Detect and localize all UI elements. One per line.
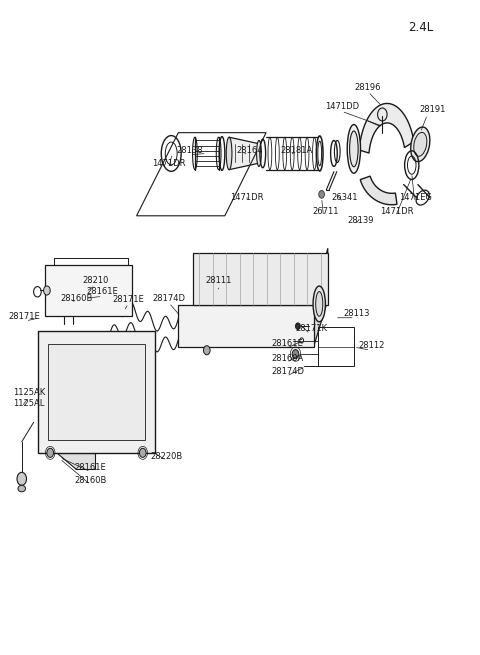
Text: 28171K: 28171K — [295, 324, 327, 333]
Text: 26711: 26711 — [312, 208, 339, 216]
Text: 1471DR: 1471DR — [380, 208, 413, 216]
Circle shape — [139, 448, 146, 457]
Text: 28220B: 28220B — [150, 451, 182, 460]
Ellipse shape — [316, 291, 323, 316]
Bar — [192, 253, 328, 305]
Text: 28171E: 28171E — [113, 295, 144, 304]
Text: 28161E: 28161E — [75, 462, 107, 472]
Text: 28174D: 28174D — [271, 367, 304, 376]
Polygon shape — [229, 137, 259, 170]
Text: 28171E: 28171E — [8, 312, 40, 321]
Polygon shape — [360, 176, 397, 205]
Text: 28210: 28210 — [82, 276, 108, 285]
Polygon shape — [359, 103, 414, 153]
Bar — [318, 328, 354, 366]
Text: 28111: 28111 — [205, 276, 232, 285]
Polygon shape — [313, 248, 328, 347]
Circle shape — [17, 472, 26, 485]
Text: 2.4L: 2.4L — [408, 21, 433, 34]
Text: 28160B: 28160B — [60, 294, 93, 303]
Text: 1125AL: 1125AL — [13, 399, 45, 408]
Polygon shape — [62, 388, 124, 424]
Ellipse shape — [226, 137, 232, 170]
Text: 28113: 28113 — [343, 309, 370, 318]
Circle shape — [292, 350, 299, 359]
Bar — [48, 344, 145, 440]
Circle shape — [204, 346, 210, 355]
Text: 28161E: 28161E — [272, 339, 303, 348]
Ellipse shape — [411, 127, 430, 162]
Ellipse shape — [18, 485, 25, 492]
Text: 28191: 28191 — [419, 105, 445, 115]
Circle shape — [47, 448, 54, 457]
Text: 1471DR: 1471DR — [152, 159, 186, 168]
Bar — [179, 305, 313, 347]
Text: 1125AK: 1125AK — [13, 388, 45, 397]
Circle shape — [319, 191, 324, 198]
Ellipse shape — [313, 286, 325, 322]
Text: 28112: 28112 — [359, 341, 385, 350]
Circle shape — [44, 286, 50, 295]
Text: 26341: 26341 — [331, 193, 358, 202]
Text: 28138: 28138 — [177, 145, 204, 155]
Text: 28196: 28196 — [355, 83, 381, 92]
Text: 28164: 28164 — [236, 145, 263, 155]
Text: 1471DD: 1471DD — [325, 102, 359, 111]
Bar — [45, 265, 132, 316]
Text: 1471EG: 1471EG — [399, 193, 432, 202]
Polygon shape — [57, 453, 96, 469]
Bar — [38, 331, 155, 453]
Text: 28139: 28139 — [348, 216, 374, 225]
Circle shape — [296, 323, 300, 329]
Text: 28161E: 28161E — [86, 288, 118, 296]
Ellipse shape — [414, 132, 427, 157]
Ellipse shape — [349, 131, 358, 167]
Text: 28160B: 28160B — [74, 476, 107, 485]
Ellipse shape — [257, 140, 261, 166]
Text: 28181A: 28181A — [281, 145, 313, 155]
Text: 28174D: 28174D — [152, 294, 185, 303]
Text: 1471DR: 1471DR — [230, 193, 264, 202]
Ellipse shape — [347, 124, 360, 174]
Text: 28160A: 28160A — [271, 354, 303, 362]
